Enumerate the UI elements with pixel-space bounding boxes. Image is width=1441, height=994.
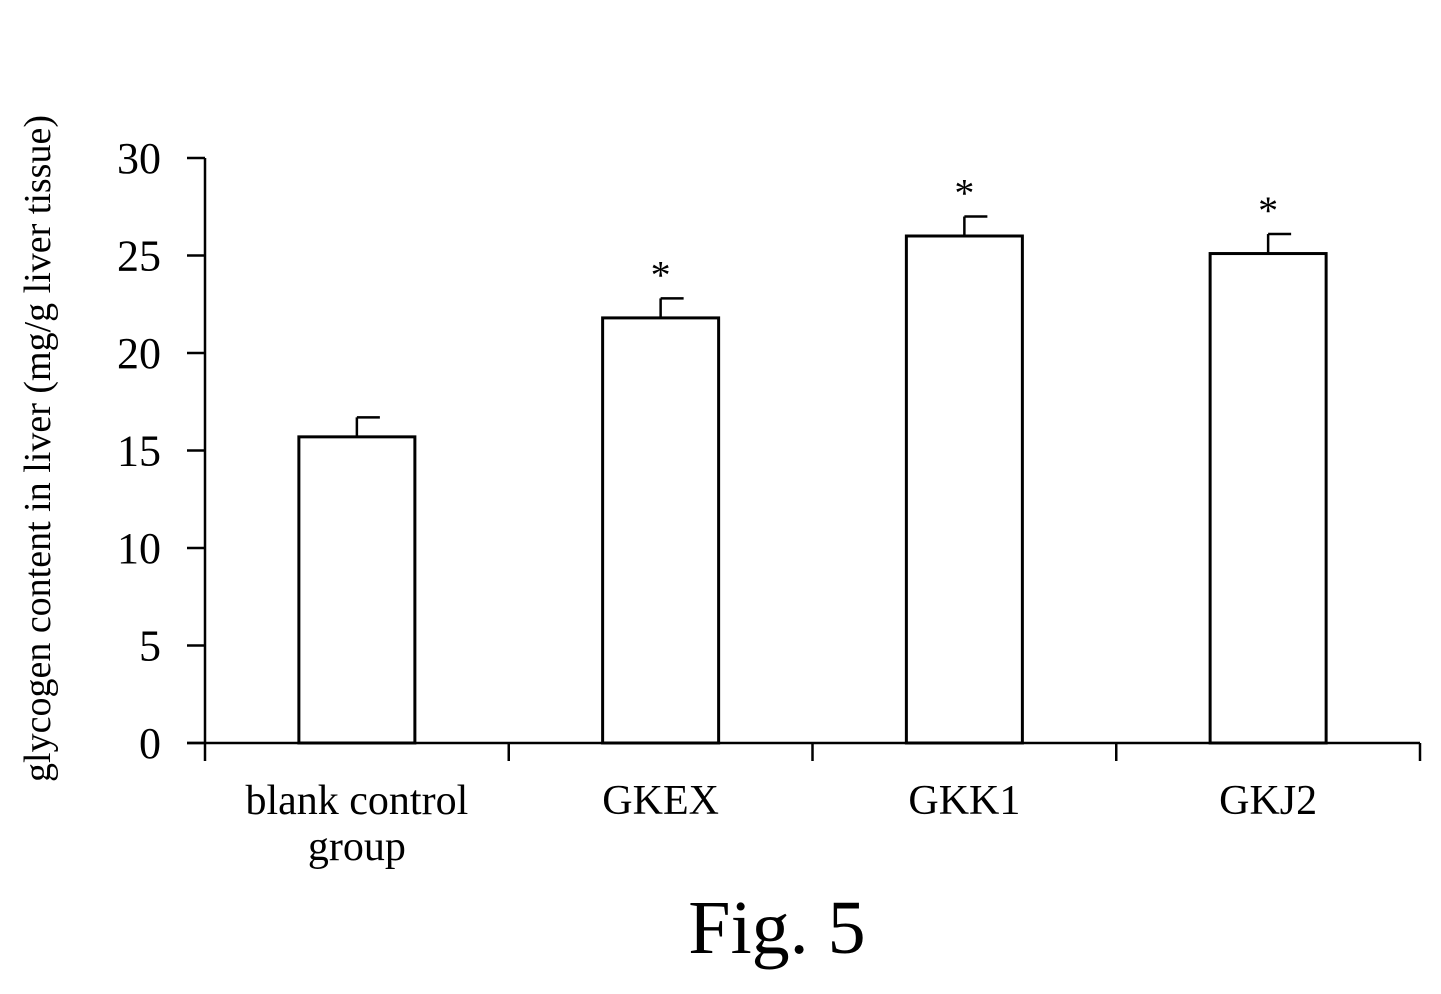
y-tick-label: 5 <box>139 622 161 671</box>
y-axis-label: glycogen content in liver (mg/g liver ti… <box>17 115 59 782</box>
bar <box>297 435 417 745</box>
y-tick-label: 10 <box>117 524 161 573</box>
chart-bars <box>297 215 1328 745</box>
x-category-label: blank control <box>245 778 468 824</box>
figure-caption: Fig. 5 <box>688 886 865 970</box>
bar <box>601 316 721 745</box>
bar <box>904 234 1024 745</box>
bar <box>1208 252 1328 745</box>
x-category-label: GKJ2 <box>1219 778 1317 824</box>
y-tick-label: 30 <box>117 134 161 183</box>
x-category-label: group <box>308 824 406 870</box>
significance-marker: * <box>651 252 671 297</box>
y-tick-label: 0 <box>139 719 161 768</box>
x-category-label: GKK1 <box>908 778 1020 824</box>
x-category-label: GKEX <box>602 778 719 824</box>
y-tick-label: 25 <box>117 232 161 281</box>
y-tick-label: 20 <box>117 329 161 378</box>
significance-marker: * <box>1258 188 1278 233</box>
y-tick-label: 15 <box>117 427 161 476</box>
significance-marker: * <box>954 171 974 216</box>
